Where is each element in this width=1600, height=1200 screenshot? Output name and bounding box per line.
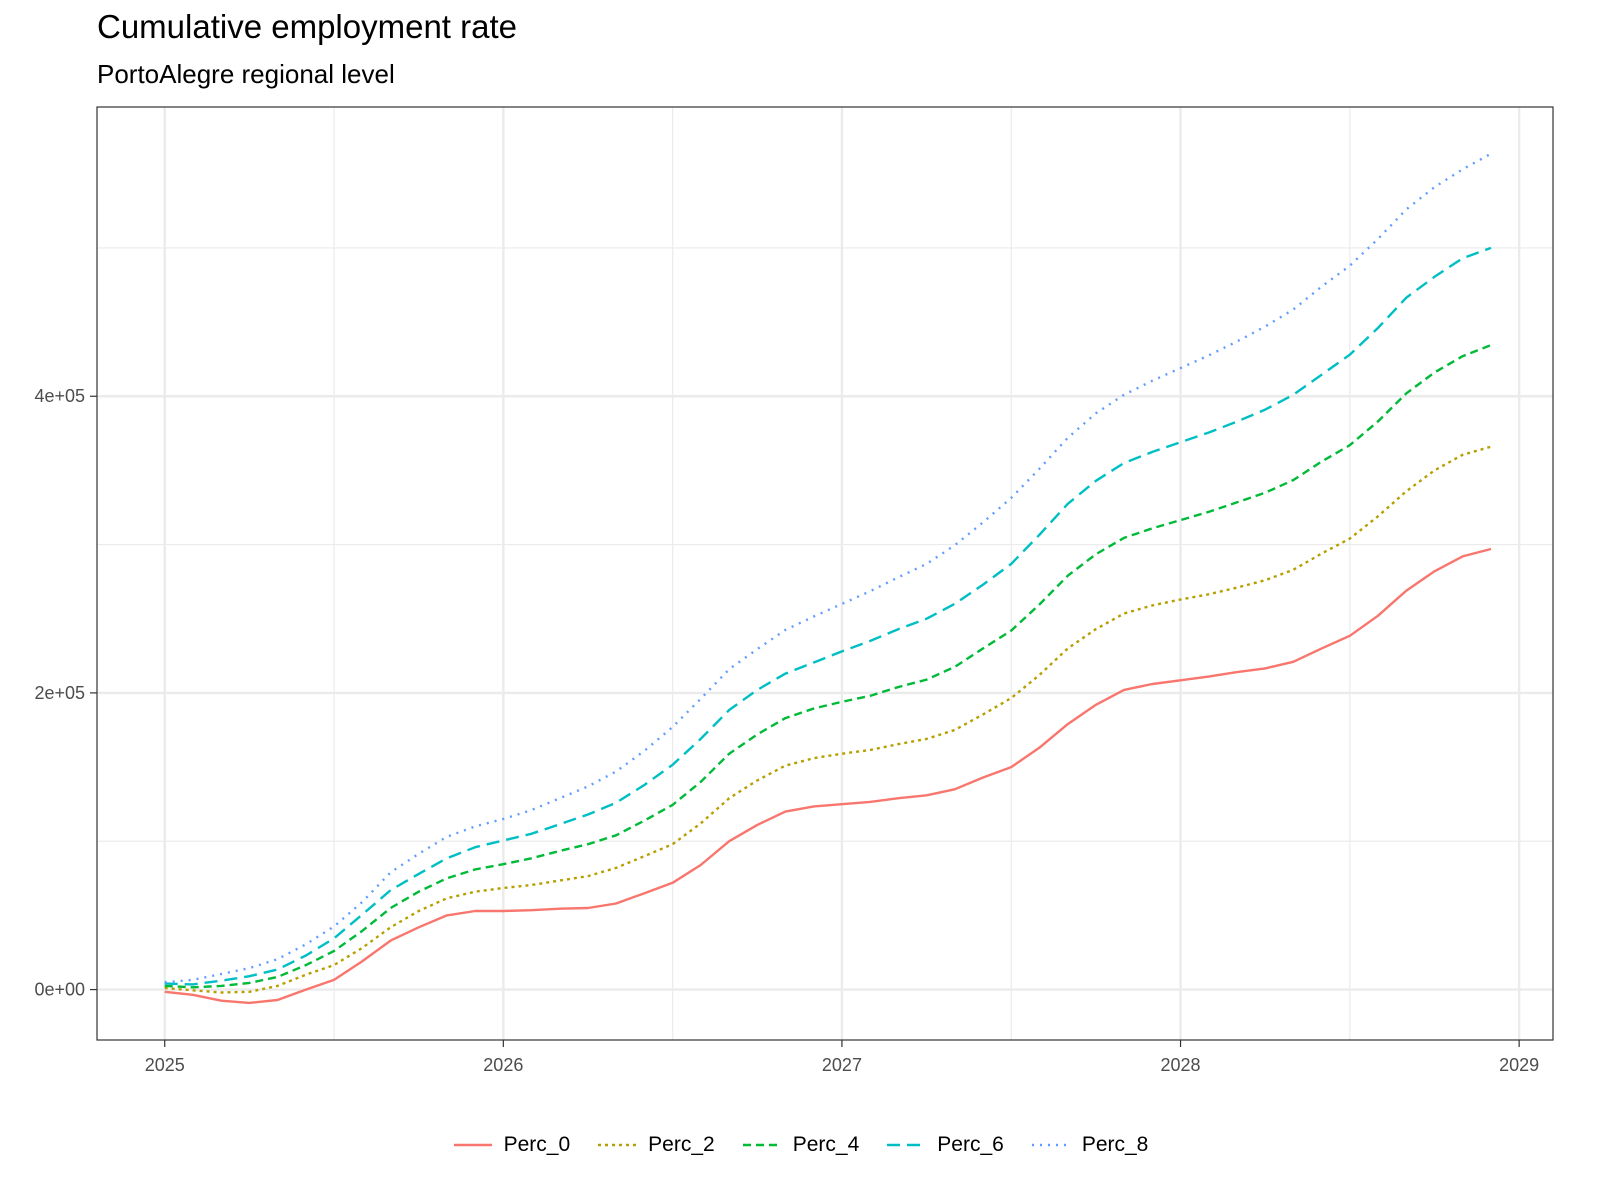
major-gridlines bbox=[97, 107, 1553, 1040]
series-line-perc-0 bbox=[164, 547, 1492, 1005]
legend-item: Perc_0 bbox=[452, 1133, 571, 1157]
legend-label: Perc_4 bbox=[792, 1133, 860, 1156]
series-line-perc-4 bbox=[164, 343, 1492, 989]
chart-subtitle: PortoAlegre regional level bbox=[97, 59, 395, 89]
line-chart: 2025 2026 2027 2028 2029 0e+00 2e+05 4e+05 bbox=[34, 106, 1554, 1075]
series-lines bbox=[164, 152, 1492, 1005]
series-line-perc-6 bbox=[164, 246, 1492, 986]
legend-key bbox=[453, 1143, 492, 1147]
x-tick-label: 2029 bbox=[1499, 1055, 1539, 1075]
y-tick-label: 2e+05 bbox=[34, 683, 85, 703]
x-tick-label: 2028 bbox=[1161, 1055, 1201, 1075]
legend-key bbox=[598, 1143, 637, 1147]
chart-title: Cumulative employment rate bbox=[97, 8, 518, 45]
legend-item: Perc_8 bbox=[1030, 1133, 1149, 1157]
legend-label: Perc_6 bbox=[937, 1133, 1004, 1156]
legend-label: Perc_2 bbox=[648, 1133, 715, 1156]
legend-key bbox=[887, 1143, 926, 1147]
legend-key bbox=[1031, 1143, 1070, 1147]
x-tick-label: 2025 bbox=[145, 1055, 185, 1075]
legend-label: Perc_8 bbox=[1081, 1133, 1149, 1156]
legend-label: Perc_0 bbox=[503, 1133, 571, 1156]
x-tick-label: 2027 bbox=[822, 1055, 862, 1075]
chart-legend: Perc_0 Perc_2 Perc_4 Perc_6 Perc_8 bbox=[0, 1125, 1600, 1165]
minor-gridlines bbox=[97, 107, 1553, 1040]
legend-item: Perc_6 bbox=[885, 1133, 1004, 1157]
plot-panel-border bbox=[96, 106, 1554, 1041]
series-line-perc-2 bbox=[164, 445, 1492, 994]
legend-key bbox=[742, 1143, 781, 1147]
series-line-perc-8 bbox=[164, 152, 1492, 984]
x-tick-label: 2026 bbox=[483, 1055, 523, 1075]
axis-ticks: 2025 2026 2027 2028 2029 0e+00 2e+05 4e+05 bbox=[34, 386, 1539, 1075]
y-tick-label: 0e+00 bbox=[34, 980, 85, 1000]
legend-item: Perc_2 bbox=[596, 1133, 715, 1157]
legend-item: Perc_4 bbox=[741, 1133, 860, 1157]
y-tick-label: 4e+05 bbox=[34, 386, 85, 406]
